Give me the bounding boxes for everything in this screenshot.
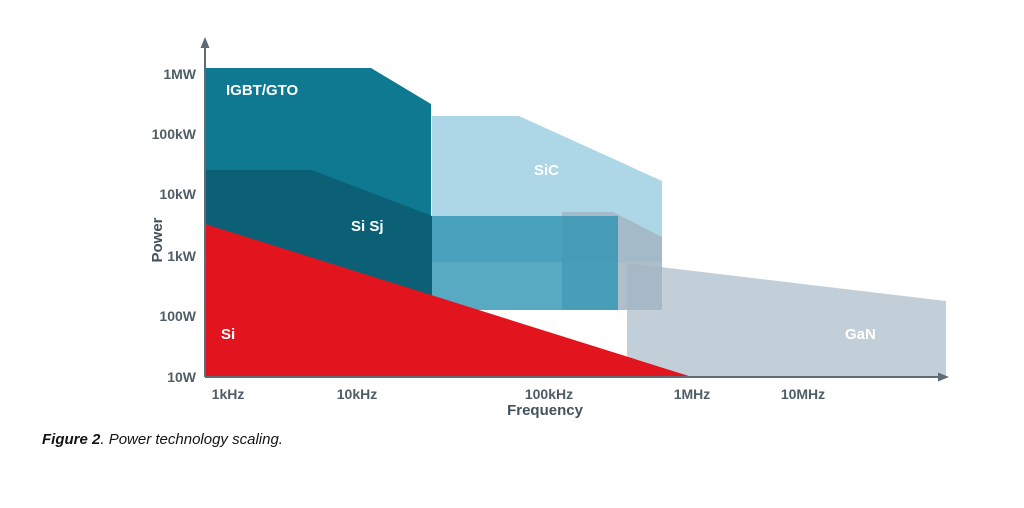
x-tick-label-10MHz: 10MHz xyxy=(781,386,825,402)
region-sic-lower-band xyxy=(432,216,618,310)
figure-caption: Figure 2. Power technology scaling. xyxy=(42,431,283,448)
figure-caption-label: Figure 2 xyxy=(42,431,101,448)
region-label-gan-main: GaN xyxy=(845,326,876,343)
region-gan-main xyxy=(627,263,946,377)
y-axis-arrow-icon xyxy=(200,37,210,48)
region-si xyxy=(205,224,692,377)
region-label-sic-main: SiC xyxy=(534,162,559,179)
figure-caption-text: . Power technology scaling. xyxy=(100,431,283,448)
y-tick-label-100W: 100W xyxy=(159,308,196,324)
y-tick-label-1kW: 1kW xyxy=(167,248,197,264)
x-tick-label-1MHz: 1MHz xyxy=(674,386,711,402)
region-label-igbt-gto: IGBT/GTO xyxy=(226,82,299,99)
x-axis-arrow-icon xyxy=(938,372,949,382)
y-tick-label-100kW: 100kW xyxy=(152,126,197,142)
region-label-si-sj: Si Sj xyxy=(351,218,384,235)
y-tick-label-1MW: 1MW xyxy=(163,66,196,82)
y-axis-title: Power xyxy=(149,217,166,262)
region-label-si: Si xyxy=(221,326,235,343)
y-tick-label-10kW: 10kW xyxy=(159,186,196,202)
x-tick-label-1kHz: 1kHz xyxy=(212,386,245,402)
x-tick-label-100kHz: 100kHz xyxy=(525,386,573,402)
x-axis-title: Frequency xyxy=(507,402,584,419)
y-tick-label-10W: 10W xyxy=(167,369,197,385)
x-tick-label-10kHz: 10kHz xyxy=(337,386,377,402)
